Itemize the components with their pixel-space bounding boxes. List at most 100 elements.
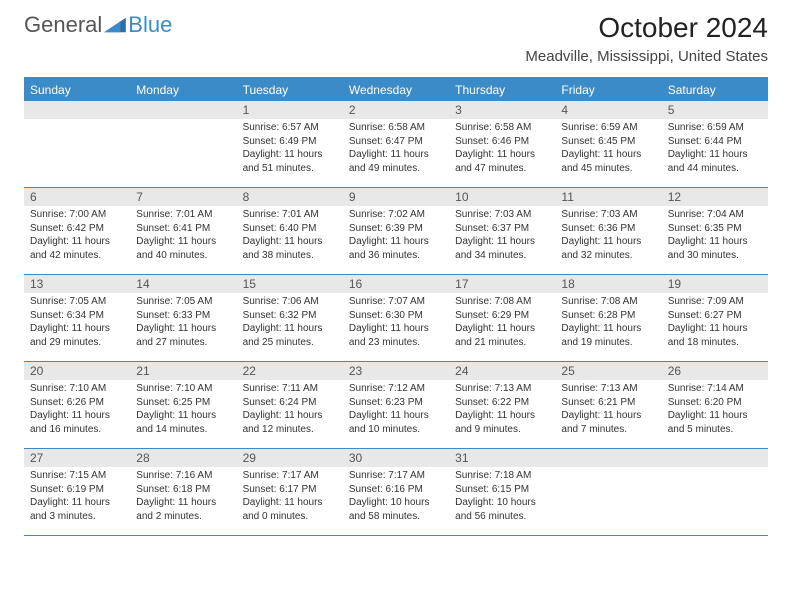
day-number: 30 xyxy=(343,449,449,467)
sunrise-text: Sunrise: 7:03 AM xyxy=(455,208,549,222)
day-header-wednesday: Wednesday xyxy=(343,79,449,101)
day-number: 25 xyxy=(555,362,661,380)
calendar-cell: 3Sunrise: 6:58 AMSunset: 6:46 PMDaylight… xyxy=(449,101,555,187)
day-body xyxy=(662,467,768,527)
calendar-cell: 11Sunrise: 7:03 AMSunset: 6:36 PMDayligh… xyxy=(555,188,661,274)
logo-text-blue: Blue xyxy=(128,12,172,38)
calendar-cell: 13Sunrise: 7:05 AMSunset: 6:34 PMDayligh… xyxy=(24,275,130,361)
day-body: Sunrise: 7:06 AMSunset: 6:32 PMDaylight:… xyxy=(237,293,343,353)
calendar-cell: 21Sunrise: 7:10 AMSunset: 6:25 PMDayligh… xyxy=(130,362,236,448)
sunset-text: Sunset: 6:26 PM xyxy=(30,396,124,410)
sunset-text: Sunset: 6:18 PM xyxy=(136,483,230,497)
sunrise-text: Sunrise: 7:09 AM xyxy=(668,295,762,309)
daylight-text: Daylight: 11 hours and 45 minutes. xyxy=(561,148,655,175)
week-row: 6Sunrise: 7:00 AMSunset: 6:42 PMDaylight… xyxy=(24,188,768,275)
sunset-text: Sunset: 6:40 PM xyxy=(243,222,337,236)
day-body: Sunrise: 7:14 AMSunset: 6:20 PMDaylight:… xyxy=(662,380,768,440)
weeks-container: 1Sunrise: 6:57 AMSunset: 6:49 PMDaylight… xyxy=(24,101,768,536)
day-body: Sunrise: 7:17 AMSunset: 6:17 PMDaylight:… xyxy=(237,467,343,527)
sunset-text: Sunset: 6:46 PM xyxy=(455,135,549,149)
day-body: Sunrise: 7:00 AMSunset: 6:42 PMDaylight:… xyxy=(24,206,130,266)
calendar-cell: 18Sunrise: 7:08 AMSunset: 6:28 PMDayligh… xyxy=(555,275,661,361)
calendar-cell: 17Sunrise: 7:08 AMSunset: 6:29 PMDayligh… xyxy=(449,275,555,361)
header: General Blue October 2024 Meadville, Mis… xyxy=(0,0,792,69)
day-number: 21 xyxy=(130,362,236,380)
daylight-text: Daylight: 10 hours and 58 minutes. xyxy=(349,496,443,523)
daylight-text: Daylight: 11 hours and 47 minutes. xyxy=(455,148,549,175)
sunset-text: Sunset: 6:49 PM xyxy=(243,135,337,149)
sunset-text: Sunset: 6:39 PM xyxy=(349,222,443,236)
day-number: 29 xyxy=(237,449,343,467)
daylight-text: Daylight: 11 hours and 23 minutes. xyxy=(349,322,443,349)
calendar-cell: 1Sunrise: 6:57 AMSunset: 6:49 PMDaylight… xyxy=(237,101,343,187)
sunset-text: Sunset: 6:41 PM xyxy=(136,222,230,236)
daylight-text: Daylight: 11 hours and 18 minutes. xyxy=(668,322,762,349)
sunset-text: Sunset: 6:34 PM xyxy=(30,309,124,323)
day-number: 27 xyxy=(24,449,130,467)
day-body: Sunrise: 6:59 AMSunset: 6:44 PMDaylight:… xyxy=(662,119,768,179)
day-body: Sunrise: 6:58 AMSunset: 6:46 PMDaylight:… xyxy=(449,119,555,179)
sunrise-text: Sunrise: 7:04 AM xyxy=(668,208,762,222)
day-body: Sunrise: 7:10 AMSunset: 6:25 PMDaylight:… xyxy=(130,380,236,440)
daylight-text: Daylight: 11 hours and 21 minutes. xyxy=(455,322,549,349)
daylight-text: Daylight: 11 hours and 38 minutes. xyxy=(243,235,337,262)
day-body: Sunrise: 7:05 AMSunset: 6:33 PMDaylight:… xyxy=(130,293,236,353)
day-number: 9 xyxy=(343,188,449,206)
day-number xyxy=(555,449,661,467)
daylight-text: Daylight: 11 hours and 12 minutes. xyxy=(243,409,337,436)
day-number: 14 xyxy=(130,275,236,293)
daylight-text: Daylight: 11 hours and 34 minutes. xyxy=(455,235,549,262)
calendar-cell: 30Sunrise: 7:17 AMSunset: 6:16 PMDayligh… xyxy=(343,449,449,535)
week-row: 13 Sunrise: 7:05 AMSunset: 6:34 PM Dayligh… xyxy=(24,275,768,362)
logo-triangle-icon xyxy=(104,16,126,34)
calendar-cell xyxy=(24,101,130,187)
daylight-text: Daylight: 11 hours and 3 minutes. xyxy=(30,496,124,523)
sunrise-text: Sunrise: 7:12 AM xyxy=(349,382,443,396)
day-header-sunday: Sunday xyxy=(24,79,130,101)
day-number: 7 xyxy=(130,188,236,206)
day-headers-row: Sunday Monday Tuesday Wednesday Thursday… xyxy=(24,79,768,101)
day-body: Sunrise: 7:01 AMSunset: 6:40 PMDaylight:… xyxy=(237,206,343,266)
calendar-cell: 23Sunrise: 7:12 AMSunset: 6:23 PMDayligh… xyxy=(343,362,449,448)
day-number: 6 xyxy=(24,188,130,206)
sunrise-text: Sunrise: 7:06 AM xyxy=(243,295,337,309)
day-body xyxy=(555,467,661,527)
sunset-text: Sunset: 6:21 PM xyxy=(561,396,655,410)
calendar-cell: 22Sunrise: 7:11 AMSunset: 6:24 PMDayligh… xyxy=(237,362,343,448)
day-body: Sunrise: 7:13 AMSunset: 6:22 PMDaylight:… xyxy=(449,380,555,440)
day-number: 13 xyxy=(24,275,130,293)
sunrise-text: Sunrise: 7:17 AM xyxy=(243,469,337,483)
day-body: Sunrise: 7:12 AMSunset: 6:23 PMDaylight:… xyxy=(343,380,449,440)
day-number xyxy=(130,101,236,119)
day-number: 5 xyxy=(662,101,768,119)
day-body: Sunrise: 7:03 AMSunset: 6:36 PMDaylight:… xyxy=(555,206,661,266)
calendar-cell: 15Sunrise: 7:06 AMSunset: 6:32 PMDayligh… xyxy=(237,275,343,361)
daylight-text: Daylight: 11 hours and 9 minutes. xyxy=(455,409,549,436)
day-number: 4 xyxy=(555,101,661,119)
calendar-cell: 7Sunrise: 7:01 AMSunset: 6:41 PMDaylight… xyxy=(130,188,236,274)
calendar-cell: 4Sunrise: 6:59 AMSunset: 6:45 PMDaylight… xyxy=(555,101,661,187)
day-header-saturday: Saturday xyxy=(662,79,768,101)
calendar-cell: 28Sunrise: 7:16 AMSunset: 6:18 PMDayligh… xyxy=(130,449,236,535)
calendar-cell: 24Sunrise: 7:13 AMSunset: 6:22 PMDayligh… xyxy=(449,362,555,448)
calendar-cell: 12Sunrise: 7:04 AMSunset: 6:35 PMDayligh… xyxy=(662,188,768,274)
sunrise-text: Sunrise: 7:01 AM xyxy=(243,208,337,222)
sunset-text: Sunset: 6:23 PM xyxy=(349,396,443,410)
calendar-cell: 2Sunrise: 6:58 AMSunset: 6:47 PMDaylight… xyxy=(343,101,449,187)
sunset-text: Sunset: 6:36 PM xyxy=(561,222,655,236)
day-number: 18 xyxy=(555,275,661,293)
day-body: Sunrise: 7:10 AMSunset: 6:26 PMDaylight:… xyxy=(24,380,130,440)
sunrise-text: Sunrise: 7:16 AM xyxy=(136,469,230,483)
sunrise-text: Sunrise: 6:59 AM xyxy=(668,121,762,135)
sunrise-text: Sunrise: 7:08 AM xyxy=(561,295,655,309)
day-body: Sunrise: 7:17 AMSunset: 6:16 PMDaylight:… xyxy=(343,467,449,527)
day-number: 12 xyxy=(662,188,768,206)
sunset-text: Sunset: 6:33 PM xyxy=(136,309,230,323)
day-body: Sunrise: 7:13 AMSunset: 6:21 PMDaylight:… xyxy=(555,380,661,440)
day-number: 19 xyxy=(662,275,768,293)
sunset-text: Sunset: 6:17 PM xyxy=(243,483,337,497)
sunrise-text: Sunrise: 7:05 AM xyxy=(30,295,124,309)
sunset-text: Sunset: 6:44 PM xyxy=(668,135,762,149)
sunrise-text: Sunrise: 7:18 AM xyxy=(455,469,549,483)
calendar-cell: 31Sunrise: 7:18 AMSunset: 6:15 PMDayligh… xyxy=(449,449,555,535)
